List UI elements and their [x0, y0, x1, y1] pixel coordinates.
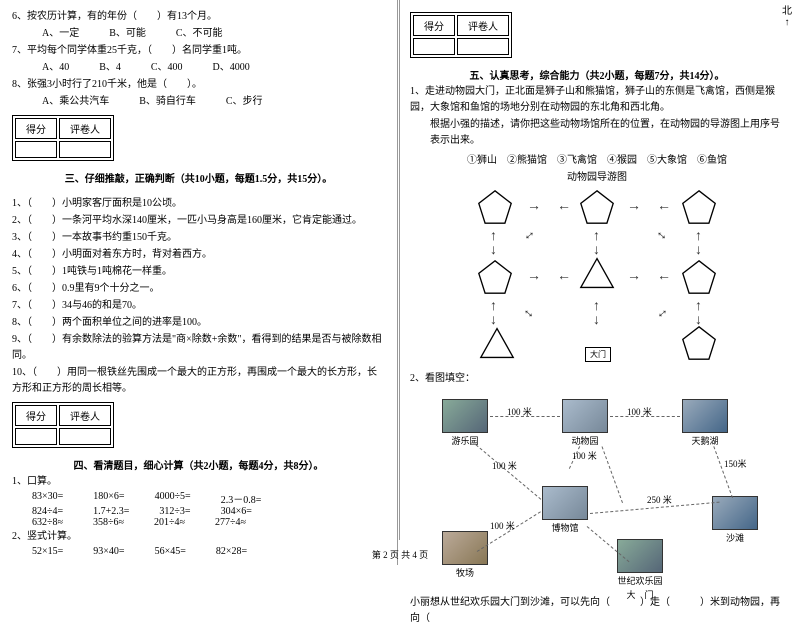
map-diagram: 游乐园 动物园 天鹅湖 牧场 博物馆 沙滩 世纪欢乐园大 门 100 米 100… — [422, 391, 772, 591]
section-5-title: 五、认真思考，综合能力（共2小题，每题7分，共14分）。 — [410, 67, 784, 82]
judge-10: 10、（ ）用同一根铁丝先围成一个最大的正方形，再围成一个最大的长方形，长方形和… — [12, 365, 385, 397]
problem-2: 2、看图填空： — [410, 371, 784, 387]
calc-row-3: 632÷8≈358÷6≈201÷4≈277÷4≈ — [12, 517, 385, 528]
q6: 6、按农历计算，有的年份（ ）有13个月。 — [12, 9, 385, 25]
judge-5: 5、（ ）1吨铁与1吨棉花一样重。 — [12, 264, 385, 280]
museum-img — [542, 486, 588, 520]
score-box-3: 得分评卷人 — [12, 115, 114, 161]
score-box-4: 得分评卷人 — [12, 402, 114, 448]
legend: ①狮山 ②熊猫馆 ③飞禽馆 ④猴园 ⑤大象馆 ⑥鱼馆 — [410, 151, 784, 166]
amusement-img — [442, 399, 488, 433]
section-3-title: 三、仔细推敲，正确判断（共10小题，每题1.5分，共15分）。 — [12, 170, 385, 185]
judge-2: 2、（ ）一条河平均水深140厘米，一匹小马身高是160厘米，它肯定能通过。 — [12, 213, 385, 229]
calc-row-2: 824÷4=1.7+2.3=312÷3=304×6= — [12, 506, 385, 517]
judge-6: 6、（ ）0.9里有9个十分之一。 — [12, 281, 385, 297]
judge-9: 9、（ ）有余数除法的验算方法是"商×除数+余数"，看得到的结果是否与被除数相同… — [12, 332, 385, 364]
score-box-5: 得分评卷人 — [410, 12, 512, 58]
page-number: 第 2 页 共 4 页 — [0, 548, 800, 561]
judge-4: 4、（ ）小明面对着东方时，背对着西方。 — [12, 247, 385, 263]
calc-row-1: 83×30=180×6=4000÷5=2.3－0.8= — [12, 491, 385, 506]
judge-8: 8、（ ）两个面积单位之间的进率是100。 — [12, 315, 385, 331]
judge-7: 7、（ ）34与46的和是70。 — [12, 298, 385, 314]
zoo-img — [562, 399, 608, 433]
q6-options: A、一定 B、可能 C、不可能 — [12, 26, 385, 42]
zoo-diagram: 大门 →← →← →← →← ↑↓ ↑↓ ↑↓ ↑↓ ↑↓ ↑↓ ↔ ↔ ↔ ↔ — [467, 187, 727, 367]
q8-options: A、乘公共汽车 B、骑自行车 C、步行 — [12, 94, 385, 110]
judge-1: 1、（ ）小明家客厅面积是10公顷。 — [12, 196, 385, 212]
fill-blank: 小丽想从世纪欢乐园大门到沙滩，可以先向（ ）走（ ）米到动物园，再向（ — [410, 595, 784, 627]
compass: 北↑ — [782, 2, 792, 28]
section-4-title: 四、看清题目，细心计算（共2小题，每题4分，共8分）。 — [12, 457, 385, 472]
gate-label: 大门 — [585, 347, 611, 362]
q7-options: A、40 B、4 C、400 D、4000 — [12, 60, 385, 76]
problem-1b: 根据小强的描述，请你把这些动物场馆所在的位置，在动物园的导游图上用序号表示出来。 — [410, 117, 784, 149]
problem-1a: 1、走进动物园大门，正北面是狮子山和熊猫馆，狮子山的东侧是飞禽馆，西侧是猴园，大… — [410, 84, 784, 116]
lake-img — [682, 399, 728, 433]
q8: 8、张强3小时行了210千米，他是（ ）。 — [12, 77, 385, 93]
judge-3: 3、（ ）一本故事书约重150千克。 — [12, 230, 385, 246]
legend-title: 动物园导游图 — [410, 168, 784, 183]
q7: 7、平均每个同学体重25千克，（ ）名同学重1吨。 — [12, 43, 385, 59]
calc-1: 1、口算。 — [12, 474, 385, 490]
calc-2: 2、竖式计算。 — [12, 529, 385, 545]
